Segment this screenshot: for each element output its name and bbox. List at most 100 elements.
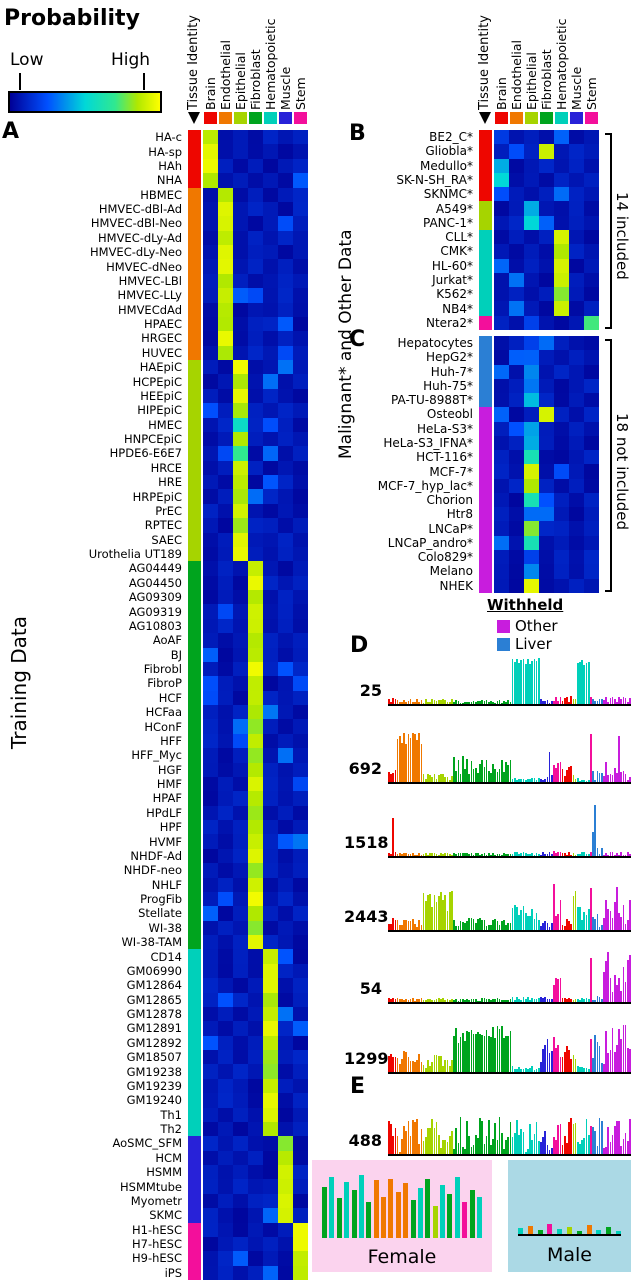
sample-bar — [557, 914, 560, 930]
heatmap-row: GM12878 — [0, 1006, 308, 1022]
sample-bar — [607, 909, 610, 930]
sample-bar — [444, 1000, 447, 1002]
sample-bar — [392, 998, 395, 1002]
sample-bar — [470, 1030, 473, 1072]
heatmap-row: HMVEC-dBl-Ad — [0, 201, 308, 217]
sample-bar — [487, 771, 490, 782]
sample-bar — [546, 777, 549, 782]
sample-bar — [470, 918, 473, 930]
heatmap-cell — [293, 820, 308, 835]
heatmap-cell — [203, 949, 218, 964]
sample-bar — [474, 1034, 477, 1072]
sample-bar — [498, 1029, 501, 1072]
tissue-identity-strip — [188, 503, 201, 519]
heatmap-cell — [248, 446, 263, 461]
sample-bar — [563, 1052, 566, 1072]
heatmap-cell — [584, 421, 599, 436]
row-label: HGF — [157, 762, 182, 777]
sample-bar — [446, 999, 449, 1002]
heatmap-row: iPS — [0, 1265, 308, 1280]
sample-bar — [620, 1146, 623, 1154]
dhs-chart-label: 25 — [359, 681, 382, 700]
sample-bar — [411, 1120, 414, 1154]
heatmap-row: HA-sp — [0, 144, 308, 159]
heatmap-cell — [203, 446, 218, 461]
heatmap-cell — [263, 518, 278, 533]
sample-bar — [431, 699, 434, 704]
row-label: Huh-7* — [430, 364, 473, 379]
sample-bar — [535, 999, 538, 1002]
heatmap-cell — [203, 705, 218, 720]
sample-bar — [596, 1146, 599, 1154]
sample-bar — [548, 1150, 551, 1154]
heatmap-row: Ntera2* — [352, 315, 599, 330]
sample-bar — [483, 1036, 486, 1072]
sample-bar — [464, 1149, 466, 1154]
sample-bar — [566, 999, 568, 1002]
heatmap-cell — [278, 618, 293, 634]
heatmap-cell — [218, 532, 233, 547]
row-label: LNCaP* — [428, 521, 473, 536]
sample-bar — [557, 763, 560, 782]
heatmap-cell — [569, 315, 584, 330]
heatmap-row: Th1 — [0, 1107, 308, 1122]
heatmap-cell — [278, 1150, 293, 1165]
heatmap-cell — [203, 245, 218, 260]
heatmap-cell — [248, 345, 263, 360]
heatmap-cell — [293, 1093, 308, 1108]
sample-bar — [407, 1057, 410, 1072]
tissue-identity-strip — [188, 978, 201, 993]
sample-bar — [464, 702, 466, 704]
sample-bar — [507, 765, 510, 782]
heatmap-cell — [293, 460, 308, 475]
heatmap-cell — [203, 661, 218, 677]
column-header-brain: Brain — [202, 77, 218, 110]
heatmap-cell — [233, 719, 248, 734]
heatmap-cell — [203, 935, 218, 950]
sample-bar — [609, 698, 612, 704]
heatmap-cell — [263, 158, 278, 174]
sample-bar — [481, 920, 484, 930]
heatmap-cell — [293, 1078, 308, 1094]
heatmap-cell — [263, 1107, 278, 1122]
heatmap-cell — [509, 350, 524, 365]
row-label: HUVEC — [141, 345, 182, 360]
row-label: Ntera2* — [426, 315, 473, 330]
heatmap-row: HSMM — [0, 1165, 308, 1180]
tissue-identity-strip — [188, 776, 201, 792]
heatmap-cell — [248, 503, 263, 519]
tissue-identity-strip — [188, 1236, 201, 1252]
heatmap-cell — [293, 201, 308, 217]
heatmap-cell — [248, 992, 263, 1007]
row-label: WI-38-TAM — [121, 935, 182, 950]
heatmap-cell — [218, 288, 233, 303]
sample-bar — [581, 780, 583, 782]
heatmap-cell — [278, 316, 293, 332]
sample-bar — [555, 1140, 557, 1154]
heatmap-cell — [293, 288, 308, 303]
heatmap-cell — [263, 374, 278, 389]
row-label: Melano — [429, 564, 473, 579]
sample-bar — [483, 1144, 486, 1154]
heatmap-cell — [218, 762, 233, 777]
sample-bar — [572, 775, 575, 782]
sample-bar — [414, 734, 416, 782]
heatmap-row: HFF — [0, 733, 308, 749]
sample-bar — [576, 1066, 579, 1072]
sample-bar — [477, 773, 479, 782]
heatmap-cell — [248, 1121, 263, 1137]
heatmap-cell — [293, 273, 308, 289]
heatmap-cell — [278, 144, 293, 159]
heatmap-row: H1-hESC — [0, 1222, 308, 1237]
sample-bar — [553, 985, 555, 1002]
row-label: HPF — [159, 820, 182, 835]
heatmap-cell — [248, 1021, 263, 1036]
heatmap-cell — [539, 421, 554, 436]
sample-bar — [481, 760, 484, 782]
male-bar — [518, 1228, 523, 1234]
sample-bar — [583, 1138, 586, 1154]
heatmap-row: HMVEC-LLy — [0, 288, 308, 303]
heatmap-cell — [263, 1050, 278, 1065]
dhs-chart-bars — [388, 722, 631, 784]
heatmap-cell — [539, 350, 554, 365]
